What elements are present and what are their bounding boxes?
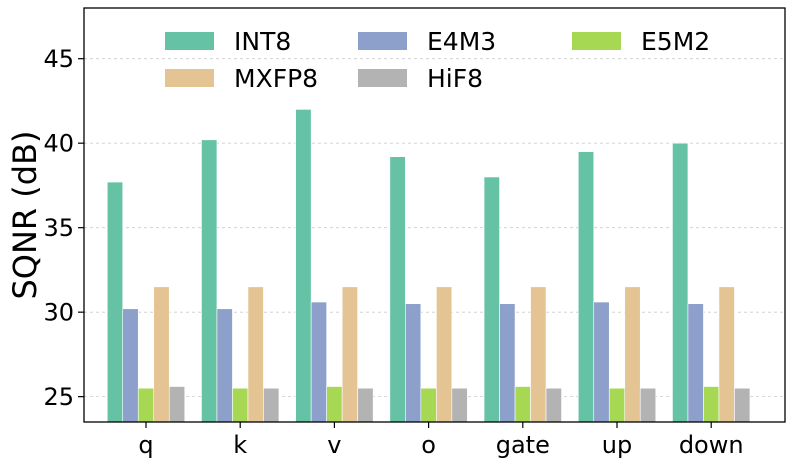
legend: INT8 E4M3 E5M2 MXFP8 HiF8: [165, 27, 710, 93]
bar-e5m2-o: [420, 387, 437, 423]
legend-label-e4m3: E4M3: [427, 27, 496, 56]
bar-e4m3-up: [593, 301, 610, 423]
x-tick-label: k: [233, 431, 247, 459]
legend-swatch-hif8: [358, 69, 407, 87]
bar-mxfp8-down: [718, 286, 735, 423]
x-axis-ticks: q k v o gate up down: [138, 422, 744, 459]
bar-e4m3-q: [122, 308, 139, 423]
y-axis-label: SQNR (dB): [6, 130, 44, 299]
bar-hif8-up: [639, 387, 657, 423]
bar-mxfp8-o: [436, 286, 453, 423]
bar-e5m2-q: [137, 387, 155, 423]
bar-int8-down: [672, 142, 689, 423]
bar-e4m3-k: [216, 308, 233, 423]
bar-int8-q: [106, 181, 124, 423]
legend-label-hif8: HiF8: [427, 64, 483, 93]
x-tick-label: gate: [496, 431, 550, 459]
bar-e4m3-v: [310, 301, 327, 423]
y-tick-label: 40: [43, 130, 74, 158]
y-axis-ticks: 25 30 35 40 45: [43, 45, 84, 411]
bar-e5m2-gate: [514, 386, 531, 423]
y-tick-label: 25: [43, 383, 74, 411]
x-tick-label: up: [602, 431, 632, 459]
bar-hif8-k: [263, 387, 280, 423]
bar-int8-gate: [483, 176, 500, 423]
bar-int8-k: [201, 139, 218, 423]
bar-e4m3-down: [687, 303, 704, 423]
y-tick-label: 35: [43, 214, 74, 242]
bar-int8-o: [389, 156, 406, 423]
bar-e4m3-o: [405, 303, 422, 423]
bar-mxfp8-gate: [530, 286, 547, 423]
grid-lines: [84, 58, 785, 398]
x-tick-label: o: [421, 431, 436, 459]
legend-label-mxfp8: MXFP8: [234, 64, 318, 93]
x-tick-label: q: [138, 431, 153, 459]
bar-e5m2-down: [703, 386, 720, 423]
legend-label-int8: INT8: [234, 27, 291, 56]
bar-int8-up: [577, 151, 595, 423]
bar-e5m2-up: [608, 387, 626, 423]
bar-hif8-down: [734, 387, 751, 423]
bar-e4m3-gate: [499, 303, 516, 423]
legend-swatch-e4m3: [358, 32, 407, 50]
y-tick-label: 30: [43, 299, 74, 327]
bar-hif8-v: [357, 387, 374, 423]
bar-hif8-o: [451, 387, 468, 423]
x-tick-label: down: [679, 431, 744, 459]
legend-swatch-int8: [165, 32, 214, 50]
plot-frame: [83, 7, 786, 423]
legend-label-e5m2: E5M2: [641, 27, 710, 56]
bar-e5m2-k: [232, 387, 249, 423]
y-tick-label: 45: [43, 45, 74, 73]
bar-mxfp8-up: [624, 286, 641, 423]
bar-int8-v: [295, 109, 312, 423]
legend-swatch-mxfp8: [165, 69, 214, 87]
bars: [106, 109, 751, 423]
bar-e5m2-v: [326, 386, 343, 423]
bar-mxfp8-k: [247, 286, 264, 423]
bar-hif8-gate: [545, 387, 562, 423]
x-tick-label: v: [327, 431, 341, 459]
bar-mxfp8-q: [153, 286, 170, 423]
legend-swatch-e5m2: [572, 32, 621, 50]
bar-mxfp8-v: [341, 286, 358, 423]
bar-hif8-q: [168, 386, 186, 423]
